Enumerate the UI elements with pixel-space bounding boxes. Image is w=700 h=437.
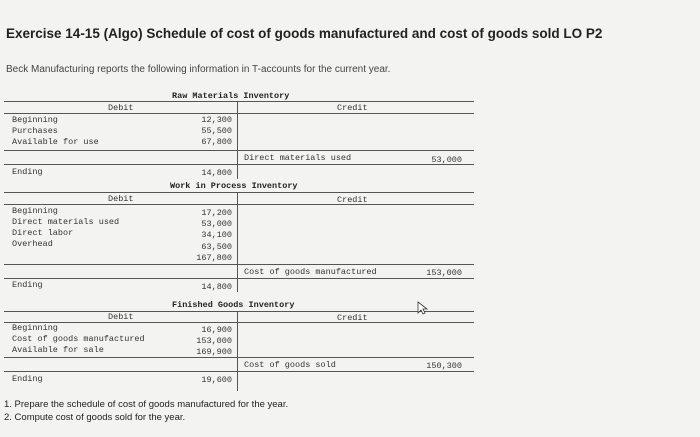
wip-row-label: Beginning: [12, 206, 58, 216]
rm-top-line: [4, 101, 474, 102]
question-2: 2. Compute cost of goods sold for the ye…: [4, 412, 186, 423]
fg-total-line: [4, 357, 474, 358]
wip-credit-value: 153,000: [426, 268, 462, 278]
rm-row-label: Purchases: [12, 126, 58, 136]
wip-row-value: 63,500: [201, 242, 232, 252]
wip-credit-item: Cost of goods manufactured: [244, 267, 377, 277]
fg-center-line: [237, 311, 238, 391]
wip-total-line: [4, 264, 474, 265]
wip-ending-value: 14,800: [201, 282, 232, 292]
exercise-title: Exercise 14-15 (Algo) Schedule of cost o…: [6, 26, 603, 41]
intro-text: Beck Manufacturing reports the following…: [6, 64, 391, 75]
wip-credit-label: Credit: [337, 195, 368, 205]
rm-ending-line: [4, 164, 474, 165]
wip-ending-line: [4, 278, 474, 279]
fg-ending-value: 19,600: [201, 375, 232, 385]
fg-row-label: Beginning: [12, 323, 58, 333]
fg-credit-item: Cost of goods sold: [244, 360, 336, 370]
rm-ending-label: Ending: [12, 167, 43, 177]
wip-row-label: Direct labor: [12, 228, 74, 238]
rm-credit-label: Credit: [337, 103, 368, 113]
rm-title: Raw Materials Inventory: [172, 91, 290, 101]
fg-row-value: 169,900: [196, 347, 232, 357]
wip-ending-label: Ending: [12, 280, 43, 290]
rm-row-label: Available for use: [12, 137, 99, 147]
fg-credit-value: 150,300: [426, 361, 462, 371]
rm-row-value: 12,300: [201, 115, 232, 125]
wip-row-label: Direct materials used: [12, 217, 120, 227]
rm-center-line: [237, 101, 238, 179]
wip-top-line: [4, 192, 474, 193]
question-1: 1. Prepare the schedule of cost of goods…: [4, 399, 289, 410]
fg-title: Finished Goods Inventory: [172, 300, 295, 310]
rm-credit-value: 53,000: [431, 155, 462, 165]
fg-top-line: [4, 311, 474, 312]
wip-header-line: [4, 204, 474, 205]
rm-debit-label: Debit: [108, 103, 134, 113]
rm-row-value: 67,800: [201, 137, 232, 147]
fg-row-label: Available for sale: [12, 345, 104, 355]
wip-title: Work in Process Inventory: [170, 181, 298, 191]
wip-total-value: 167,800: [196, 253, 232, 263]
wip-row-value: 53,000: [201, 219, 232, 229]
rm-row-value: 55,500: [201, 126, 232, 136]
fg-debit-label: Debit: [108, 312, 134, 322]
wip-debit-label: Debit: [108, 194, 134, 204]
rm-header-line: [4, 113, 474, 114]
rm-row-label: Beginning: [12, 115, 58, 125]
fg-credit-label: Credit: [337, 313, 368, 323]
fg-ending-label: Ending: [12, 374, 43, 384]
mouse-cursor-icon: [417, 301, 429, 315]
fg-ending-line: [4, 371, 474, 372]
wip-row-label: Overhead: [12, 239, 53, 249]
wip-row-value: 17,200: [201, 208, 232, 218]
rm-ending-value: 14,800: [201, 168, 232, 178]
fg-row-value: 16,900: [201, 325, 232, 335]
fg-row-label: Cost of goods manufactured: [12, 334, 145, 344]
rm-total-line: [4, 150, 474, 151]
fg-header-line: [4, 322, 474, 323]
questions: 1. Prepare the schedule of cost of goods…: [4, 398, 288, 424]
rm-credit-item: Direct materials used: [244, 153, 352, 163]
wip-center-line: [237, 192, 238, 292]
fg-row-value: 153,000: [196, 336, 232, 346]
wip-row-value: 34,100: [201, 230, 232, 240]
